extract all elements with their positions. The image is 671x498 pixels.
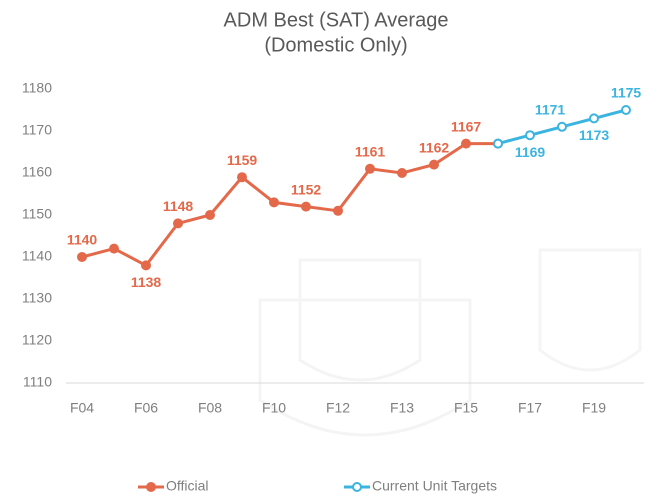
watermark [258,248,642,437]
x-tick-label: F08 [198,400,222,416]
series-line [81,142,498,268]
x-tick-label: F13 [390,400,414,416]
point [205,210,215,220]
x-tick-label: F17 [518,400,542,416]
legend-label: Official [166,478,209,494]
x-tick-label: F10 [262,400,286,416]
point [237,172,247,183]
data-label: 1162 [419,139,450,155]
point [525,130,535,141]
data-label: 1173 [579,127,610,143]
x-tick-label: F06 [134,400,158,416]
data-label: 1169 [515,144,546,160]
point [397,168,407,178]
data-label: 1175 [611,85,642,101]
data-label: 1159 [227,152,258,168]
data-label: 1148 [163,198,194,214]
point [461,138,471,149]
point [621,105,631,115]
legend-marker [352,482,362,492]
legend-marker [146,482,156,492]
point [493,138,503,149]
x-tick-label: F19 [582,400,606,416]
y-tick-label: 1160 [22,164,52,180]
chart-title: ADM Best (SAT) Average [224,9,449,31]
point [269,197,279,208]
point [429,159,439,170]
data-label: 1152 [291,181,322,197]
x-tick-label: F12 [326,400,350,416]
point [141,260,151,271]
y-tick-label: 1180 [22,80,52,96]
y-tick-label: 1120 [22,332,52,348]
y-tick-label: 1140 [22,248,52,264]
y-tick-label: 1150 [22,206,52,222]
data-label: 1171 [535,102,566,118]
point [365,163,375,174]
legend-label: Current Unit Targets [372,478,497,494]
point [589,113,599,124]
point [301,201,311,212]
y-tick-label: 1130 [22,290,52,306]
x-tick-label: F04 [70,400,94,416]
y-tick-label: 1110 [23,374,52,390]
data-label: 1161 [355,144,386,160]
point [557,121,567,132]
data-label: 1140 [67,232,98,248]
point [173,218,183,229]
point [109,243,119,254]
chart-subtitle: (Domestic Only) [264,34,407,56]
y-tick-label: 1170 [22,122,52,138]
x-tick-label: F15 [454,400,478,416]
data-label: 1167 [451,118,482,134]
point [333,205,343,216]
data-label: 1138 [131,274,162,290]
point [77,252,87,262]
